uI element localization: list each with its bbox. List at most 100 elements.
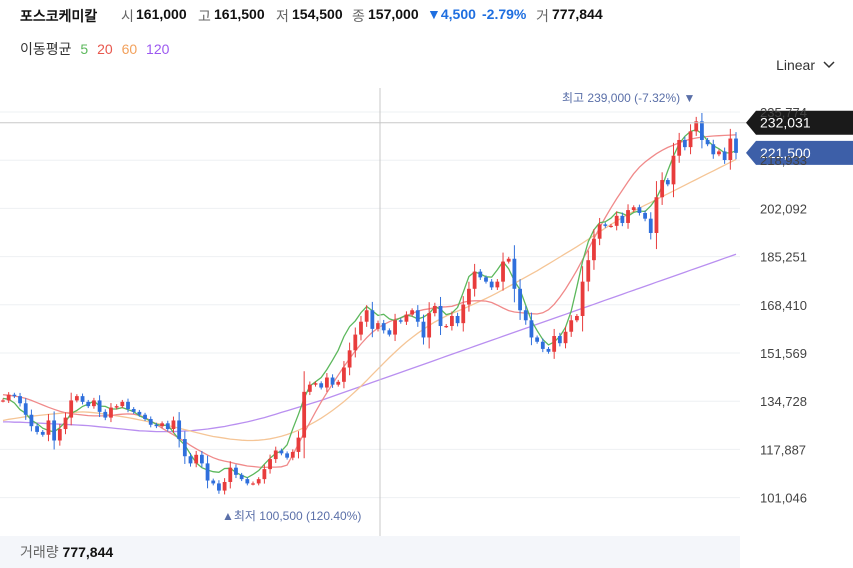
candle-body [495,281,500,288]
ma-60-label: 60 [121,41,138,57]
candle [171,416,176,433]
current-price-label: 221,500 [760,145,811,161]
candle [103,409,108,421]
candle [665,178,670,187]
candle-body [40,431,45,435]
ma-20-label: 20 [97,41,113,57]
moving-average-legend[interactable]: 이동평균 5 20 60 120 [20,39,174,59]
price-chart[interactable]: 232,031 221,500 최고 239,000 (-7.32%) ▼ ▲최저 1… [0,80,853,536]
candle [688,124,693,155]
volume-panel-label: 거래량 777,844 [20,542,113,562]
candle [319,381,324,390]
candle-body [35,426,39,432]
candle [614,211,619,231]
candle-body [109,407,113,418]
candle [205,455,210,489]
high-marker: 최고 239,000 (-7.32%) ▼ [562,91,695,105]
candle-body [262,469,267,480]
candle [199,450,204,468]
candle-body [148,419,153,425]
volume-panel-title: 거래량 [20,544,59,560]
scale-dropdown[interactable]: Linear [776,57,835,73]
candle [182,431,187,464]
candle [404,311,409,325]
candle [393,313,397,342]
candle [324,373,329,393]
candle [495,279,500,290]
candle [285,451,290,460]
candle [677,132,682,163]
candle-body [694,121,699,132]
candle [154,422,159,429]
candle [603,222,608,228]
candle [228,461,233,489]
high-label: 고 [198,8,211,24]
candle [552,328,557,359]
candle-body [359,321,363,335]
candle-body [29,414,34,427]
volume-panel-value: 777,844 [62,544,114,560]
current-price-badge [746,140,853,165]
candle [23,398,28,420]
candle-body [296,437,301,452]
candle-body [637,207,642,213]
candle [143,412,147,421]
y-tick-label: 235,774 [760,105,807,120]
candle-body [643,212,647,219]
close-value: 157,000 [368,6,419,22]
candle-body [506,258,511,262]
y-tick-label: 185,251 [760,250,807,265]
candle [330,374,335,388]
candle-body [302,391,307,438]
candle [574,314,579,323]
candle [563,326,568,349]
candle-body [92,400,96,407]
candle [643,210,647,222]
crosshair-price-label: 232,031 [760,115,811,131]
high-value: 161,500 [214,6,265,22]
candle-body [574,315,579,321]
candle [80,393,85,405]
candle [700,112,704,149]
candle [461,296,466,332]
change-percent: -2.79% [482,6,527,22]
quote-header: 포스코케미칼 시 161,000 고 161,500 저 154,500 종 1… [0,0,853,30]
candle [694,116,699,136]
y-tick-label: 134,728 [760,394,807,409]
open-label: 시 [121,8,134,24]
candle-body [370,310,375,329]
candle-body [74,396,79,401]
candle-body [120,401,125,407]
candle-body [546,348,551,352]
candle-body [290,451,295,458]
candle-body [103,411,108,418]
ma-120-label: 120 [146,41,170,57]
candle [597,217,602,246]
candle-body [211,480,216,484]
candle [523,305,528,325]
y-tick-label: 218,933 [760,153,807,168]
candle [455,312,460,327]
candle-body [46,420,51,435]
candle [148,416,153,428]
candle-body [671,155,676,185]
candle-body [97,400,102,412]
candle [580,266,585,332]
candle-body [52,420,57,441]
candle-body [234,467,238,475]
candle [620,212,625,227]
candle-body [563,331,568,344]
y-tick-label: 151,569 [760,346,807,361]
candle [222,478,227,495]
candle [69,392,74,426]
close-label: 종 [352,8,365,24]
candle-body [484,277,488,282]
candle-body [313,383,318,385]
candle [40,429,45,437]
candle-body [592,238,596,261]
candle [35,423,39,435]
candle-body [421,321,426,338]
candle-body [319,383,324,388]
change-value: ▼4,500 [427,6,476,22]
candle-body [143,414,147,420]
